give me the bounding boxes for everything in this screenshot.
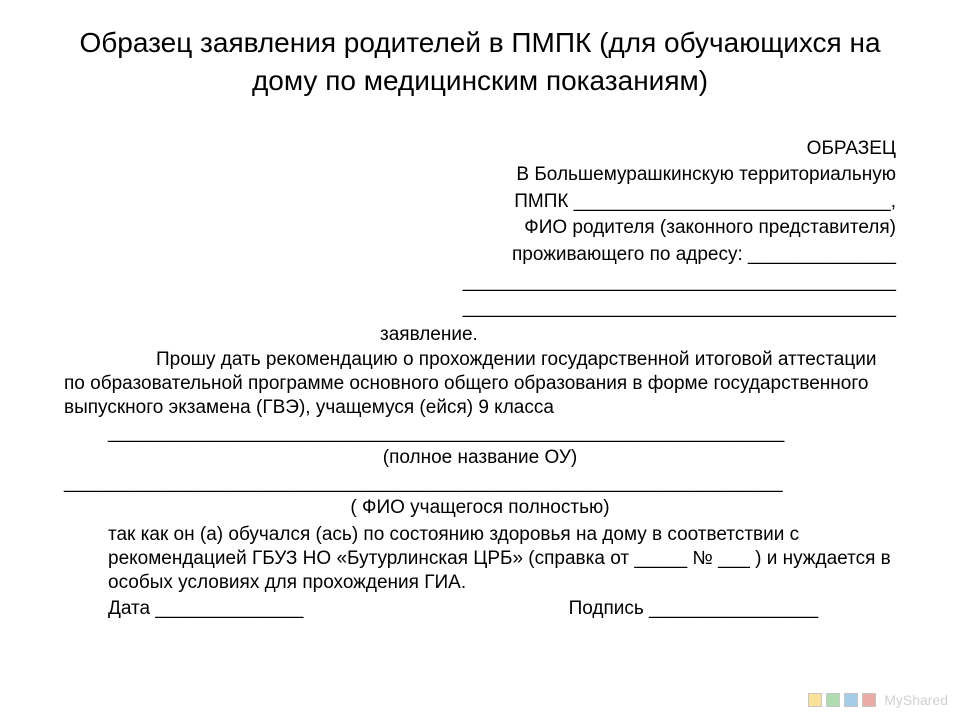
header-to1: В Большемурашкинскую территориальную <box>64 162 896 189</box>
zayavlenie-label: заявление. <box>380 324 896 346</box>
header-block: ОБРАЗЕЦ В Большемурашкинскую территориал… <box>64 136 896 322</box>
header-blank1: ________________________________________… <box>64 269 896 296</box>
watermark-square-icon <box>826 693 840 707</box>
underline-student: ________________________________________… <box>64 471 896 495</box>
watermark-square-icon <box>844 693 858 707</box>
watermark-square-icon <box>808 693 822 707</box>
signature-field: Подпись ________________ <box>569 598 819 619</box>
watermark: MyShared <box>808 692 948 708</box>
header-fio: ФИО родителя (законного представителя) <box>64 215 896 242</box>
document-title: Образец заявления родителей в ПМПК (для … <box>64 24 896 100</box>
header-to2: ПМПК ______________________________, <box>64 189 896 216</box>
watermark-square-icon <box>862 693 876 707</box>
school-label: (полное название ОУ) <box>64 445 896 471</box>
date-signature-row: Дата ______________ Подпись ____________… <box>64 598 896 620</box>
body-paragraph-2: так как он (а) обучался (ась) по состоян… <box>64 523 896 596</box>
date-field: Дата ______________ <box>108 598 303 619</box>
watermark-text: MyShared <box>884 692 948 708</box>
student-label: ( ФИО учащегося полностью) <box>64 495 896 521</box>
header-addr: проживающего по адресу: ______________ <box>64 242 896 269</box>
underline-school: ________________________________________… <box>64 421 896 445</box>
header-sample: ОБРАЗЕЦ <box>64 136 896 163</box>
header-blank2: ________________________________________… <box>64 295 896 322</box>
body-paragraph-1: Прошу дать рекомендацию о прохождении го… <box>64 348 896 421</box>
